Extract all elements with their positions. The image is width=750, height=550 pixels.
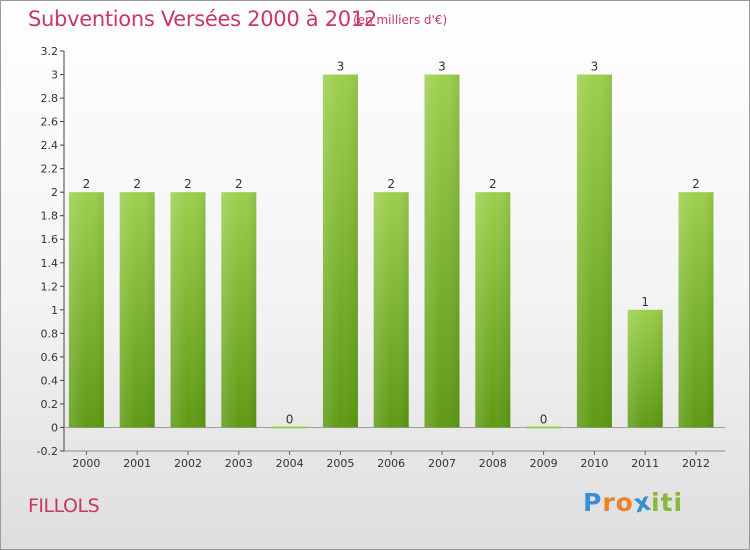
y-tick-label: 0.6 — [41, 351, 59, 364]
y-tick-label: 2.2 — [41, 163, 59, 176]
bar-shade-2011 — [627, 309, 663, 428]
y-tick-label: 2 — [51, 186, 58, 199]
x-tick-label-2006: 2006 — [377, 457, 405, 470]
logo-letter: P — [583, 488, 603, 517]
y-tick-label: 1 — [51, 304, 58, 317]
logo-letter: i — [673, 488, 684, 517]
bar-shade-2010 — [576, 74, 612, 428]
x-tick-label-2004: 2004 — [276, 457, 304, 470]
value-label-2002: 2 — [184, 177, 192, 191]
x-tick-label-2007: 2007 — [428, 457, 456, 470]
x-tick-label-2001: 2001 — [123, 457, 151, 470]
y-tick-label: 1.8 — [41, 210, 59, 223]
bar-shade-2005 — [322, 74, 358, 428]
x-tick-label-2002: 2002 — [174, 457, 202, 470]
chart-subtitle: (en milliers d'€) — [353, 13, 448, 27]
x-tick-label-2009: 2009 — [530, 457, 558, 470]
bar-shade-2001 — [119, 192, 155, 428]
x-tick-label-2012: 2012 — [682, 457, 710, 470]
value-label-2007: 3 — [438, 60, 446, 74]
logo-letter: o — [615, 488, 634, 517]
y-tick-label: 3 — [51, 69, 58, 82]
value-label-2004: 0 — [286, 412, 294, 426]
y-tick-label: 0.8 — [41, 327, 59, 340]
x-tick-label-2011: 2011 — [631, 457, 659, 470]
y-tick-label: -0.2 — [37, 445, 58, 458]
proxiti-logo: Proxiti — [583, 487, 684, 519]
value-label-2006: 2 — [387, 177, 395, 191]
x-tick-label-2010: 2010 — [580, 457, 608, 470]
value-label-2010: 3 — [591, 60, 599, 74]
logo-letter: i — [651, 488, 661, 517]
bar-2004 — [272, 426, 308, 429]
x-tick-label-2003: 2003 — [225, 457, 253, 470]
y-tick-label: 0 — [51, 421, 58, 434]
value-label-2009: 0 — [540, 412, 548, 426]
bar-shade-2003 — [221, 192, 257, 428]
x-tick-label-2000: 2000 — [72, 457, 100, 470]
bar-shade-2002 — [170, 192, 206, 428]
y-tick-label: 1.2 — [41, 280, 59, 293]
bar-shade-2000 — [68, 192, 104, 428]
x-tick-label-2008: 2008 — [479, 457, 507, 470]
bar-shade-2006 — [373, 192, 409, 428]
value-label-2011: 1 — [641, 295, 649, 309]
value-label-2012: 2 — [692, 177, 700, 191]
x-tick-label-2005: 2005 — [326, 457, 354, 470]
value-label-2003: 2 — [235, 177, 243, 191]
logo-letter: r — [602, 488, 616, 517]
y-tick-label: 0.4 — [41, 374, 59, 387]
value-label-2000: 2 — [83, 177, 91, 191]
logo-letter: t — [660, 488, 674, 517]
value-label-2005: 3 — [337, 60, 345, 74]
value-label-2001: 2 — [133, 177, 141, 191]
y-tick-label: 0.2 — [41, 398, 59, 411]
y-tick-label: 1.6 — [41, 233, 59, 246]
bar-shade-2008 — [475, 192, 511, 428]
y-tick-label: 1.4 — [41, 257, 59, 270]
value-label-2008: 2 — [489, 177, 497, 191]
y-tick-label: 2.4 — [41, 139, 59, 152]
y-tick-label: 2.6 — [41, 116, 59, 129]
y-tick-label: 3.2 — [41, 45, 59, 58]
chart-title: Subventions Versées 2000 à 2012 — [28, 7, 377, 31]
y-tick-label: 2.8 — [41, 92, 59, 105]
commune-name: FILLOLS — [28, 495, 100, 517]
bar-2009 — [526, 426, 562, 429]
bar-shade-2012 — [678, 192, 714, 428]
bar-shade-2007 — [424, 74, 460, 428]
